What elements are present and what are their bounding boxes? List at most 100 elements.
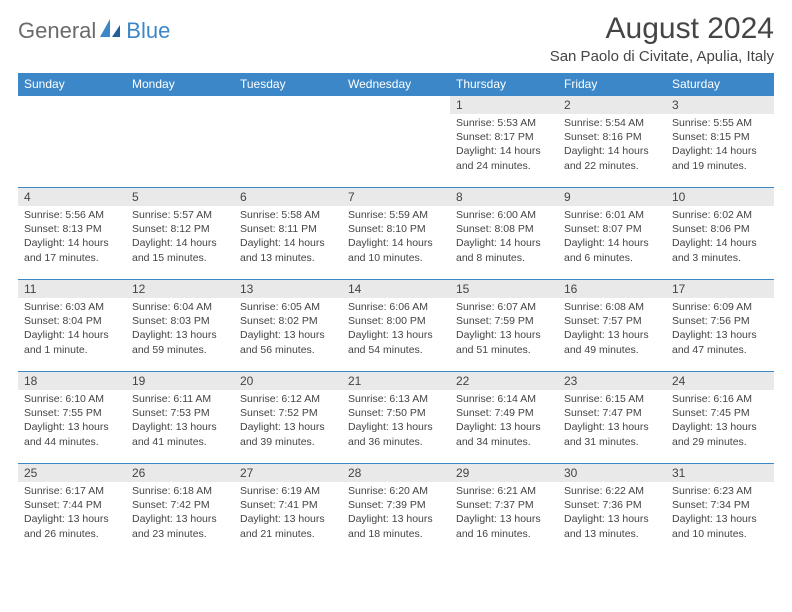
sunrise-text: Sunrise: 6:19 AM <box>240 484 336 498</box>
day-info: Sunrise: 6:15 AMSunset: 7:47 PMDaylight:… <box>558 390 666 453</box>
day-info: Sunrise: 5:54 AMSunset: 8:16 PMDaylight:… <box>558 114 666 177</box>
calendar-day-cell: 26Sunrise: 6:18 AMSunset: 7:42 PMDayligh… <box>126 464 234 556</box>
daylight-text: Daylight: 14 hours and 24 minutes. <box>456 144 552 172</box>
sunrise-text: Sunrise: 6:20 AM <box>348 484 444 498</box>
day-info: Sunrise: 6:07 AMSunset: 7:59 PMDaylight:… <box>450 298 558 361</box>
day-info: Sunrise: 5:59 AMSunset: 8:10 PMDaylight:… <box>342 206 450 269</box>
day-number: 13 <box>234 280 342 298</box>
sunset-text: Sunset: 7:44 PM <box>24 498 120 512</box>
day-header-wednesday: Wednesday <box>342 73 450 96</box>
calendar-day-cell: 14Sunrise: 6:06 AMSunset: 8:00 PMDayligh… <box>342 280 450 372</box>
day-header-monday: Monday <box>126 73 234 96</box>
calendar-week-row: 1Sunrise: 5:53 AMSunset: 8:17 PMDaylight… <box>18 96 774 188</box>
sunrise-text: Sunrise: 6:12 AM <box>240 392 336 406</box>
brand-text-general: General <box>18 18 96 44</box>
calendar-day-cell: 17Sunrise: 6:09 AMSunset: 7:56 PMDayligh… <box>666 280 774 372</box>
day-info: Sunrise: 6:04 AMSunset: 8:03 PMDaylight:… <box>126 298 234 361</box>
calendar-week-row: 18Sunrise: 6:10 AMSunset: 7:55 PMDayligh… <box>18 372 774 464</box>
sunset-text: Sunset: 8:04 PM <box>24 314 120 328</box>
sunset-text: Sunset: 7:56 PM <box>672 314 768 328</box>
day-info: Sunrise: 6:11 AMSunset: 7:53 PMDaylight:… <box>126 390 234 453</box>
sunset-text: Sunset: 7:49 PM <box>456 406 552 420</box>
calendar-day-cell: 29Sunrise: 6:21 AMSunset: 7:37 PMDayligh… <box>450 464 558 556</box>
calendar-day-cell: 18Sunrise: 6:10 AMSunset: 7:55 PMDayligh… <box>18 372 126 464</box>
calendar-week-row: 11Sunrise: 6:03 AMSunset: 8:04 PMDayligh… <box>18 280 774 372</box>
calendar-day-cell: 16Sunrise: 6:08 AMSunset: 7:57 PMDayligh… <box>558 280 666 372</box>
day-number: 31 <box>666 464 774 482</box>
sunrise-text: Sunrise: 6:00 AM <box>456 208 552 222</box>
day-info: Sunrise: 6:05 AMSunset: 8:02 PMDaylight:… <box>234 298 342 361</box>
sunrise-text: Sunrise: 6:03 AM <box>24 300 120 314</box>
daylight-text: Daylight: 14 hours and 1 minute. <box>24 328 120 356</box>
sunset-text: Sunset: 8:08 PM <box>456 222 552 236</box>
day-number: 17 <box>666 280 774 298</box>
calendar-day-cell: 23Sunrise: 6:15 AMSunset: 7:47 PMDayligh… <box>558 372 666 464</box>
day-info: Sunrise: 6:21 AMSunset: 7:37 PMDaylight:… <box>450 482 558 545</box>
calendar-day-cell <box>18 96 126 188</box>
day-info: Sunrise: 6:10 AMSunset: 7:55 PMDaylight:… <box>18 390 126 453</box>
day-number: 25 <box>18 464 126 482</box>
sunset-text: Sunset: 8:11 PM <box>240 222 336 236</box>
calendar-day-cell: 4Sunrise: 5:56 AMSunset: 8:13 PMDaylight… <box>18 188 126 280</box>
calendar-day-cell: 13Sunrise: 6:05 AMSunset: 8:02 PMDayligh… <box>234 280 342 372</box>
day-info: Sunrise: 6:09 AMSunset: 7:56 PMDaylight:… <box>666 298 774 361</box>
sunset-text: Sunset: 8:06 PM <box>672 222 768 236</box>
daylight-text: Daylight: 13 hours and 21 minutes. <box>240 512 336 540</box>
daylight-text: Daylight: 13 hours and 39 minutes. <box>240 420 336 448</box>
sunrise-text: Sunrise: 6:21 AM <box>456 484 552 498</box>
page-header: General Blue August 2024 San Paolo di Ci… <box>18 12 774 65</box>
sunrise-text: Sunrise: 5:57 AM <box>132 208 228 222</box>
day-header-sunday: Sunday <box>18 73 126 96</box>
day-number: 30 <box>558 464 666 482</box>
daylight-text: Daylight: 14 hours and 22 minutes. <box>564 144 660 172</box>
calendar-day-cell: 19Sunrise: 6:11 AMSunset: 7:53 PMDayligh… <box>126 372 234 464</box>
day-info: Sunrise: 6:03 AMSunset: 8:04 PMDaylight:… <box>18 298 126 361</box>
calendar-day-cell <box>234 96 342 188</box>
calendar-day-cell: 22Sunrise: 6:14 AMSunset: 7:49 PMDayligh… <box>450 372 558 464</box>
sunrise-text: Sunrise: 5:58 AM <box>240 208 336 222</box>
day-info: Sunrise: 6:16 AMSunset: 7:45 PMDaylight:… <box>666 390 774 453</box>
calendar-day-cell: 7Sunrise: 5:59 AMSunset: 8:10 PMDaylight… <box>342 188 450 280</box>
sunset-text: Sunset: 8:16 PM <box>564 130 660 144</box>
day-number: 1 <box>450 96 558 114</box>
day-number: 23 <box>558 372 666 390</box>
day-number: 29 <box>450 464 558 482</box>
calendar-week-row: 4Sunrise: 5:56 AMSunset: 8:13 PMDaylight… <box>18 188 774 280</box>
sunset-text: Sunset: 7:53 PM <box>132 406 228 420</box>
day-number: 15 <box>450 280 558 298</box>
day-info: Sunrise: 5:57 AMSunset: 8:12 PMDaylight:… <box>126 206 234 269</box>
daylight-text: Daylight: 13 hours and 10 minutes. <box>672 512 768 540</box>
sunset-text: Sunset: 7:37 PM <box>456 498 552 512</box>
day-info: Sunrise: 6:14 AMSunset: 7:49 PMDaylight:… <box>450 390 558 453</box>
daylight-text: Daylight: 14 hours and 3 minutes. <box>672 236 768 264</box>
sunset-text: Sunset: 8:12 PM <box>132 222 228 236</box>
sunrise-text: Sunrise: 6:02 AM <box>672 208 768 222</box>
calendar-day-cell: 24Sunrise: 6:16 AMSunset: 7:45 PMDayligh… <box>666 372 774 464</box>
sunset-text: Sunset: 8:00 PM <box>348 314 444 328</box>
sunrise-text: Sunrise: 6:09 AM <box>672 300 768 314</box>
daylight-text: Daylight: 13 hours and 16 minutes. <box>456 512 552 540</box>
sunrise-text: Sunrise: 5:59 AM <box>348 208 444 222</box>
sunrise-text: Sunrise: 6:06 AM <box>348 300 444 314</box>
sunrise-text: Sunrise: 6:17 AM <box>24 484 120 498</box>
sunrise-text: Sunrise: 6:07 AM <box>456 300 552 314</box>
day-info: Sunrise: 5:58 AMSunset: 8:11 PMDaylight:… <box>234 206 342 269</box>
calendar-day-cell <box>126 96 234 188</box>
day-number: 24 <box>666 372 774 390</box>
sunrise-text: Sunrise: 6:16 AM <box>672 392 768 406</box>
sunset-text: Sunset: 7:41 PM <box>240 498 336 512</box>
brand-text-blue: Blue <box>126 18 170 44</box>
daylight-text: Daylight: 13 hours and 49 minutes. <box>564 328 660 356</box>
calendar-day-cell: 20Sunrise: 6:12 AMSunset: 7:52 PMDayligh… <box>234 372 342 464</box>
day-number: 19 <box>126 372 234 390</box>
sunset-text: Sunset: 7:52 PM <box>240 406 336 420</box>
day-info: Sunrise: 5:56 AMSunset: 8:13 PMDaylight:… <box>18 206 126 269</box>
daylight-text: Daylight: 13 hours and 26 minutes. <box>24 512 120 540</box>
day-header-tuesday: Tuesday <box>234 73 342 96</box>
calendar-day-cell: 2Sunrise: 5:54 AMSunset: 8:16 PMDaylight… <box>558 96 666 188</box>
calendar-day-cell: 15Sunrise: 6:07 AMSunset: 7:59 PMDayligh… <box>450 280 558 372</box>
daylight-text: Daylight: 13 hours and 13 minutes. <box>564 512 660 540</box>
daylight-text: Daylight: 14 hours and 10 minutes. <box>348 236 444 264</box>
sunrise-text: Sunrise: 5:54 AM <box>564 116 660 130</box>
day-number: 21 <box>342 372 450 390</box>
